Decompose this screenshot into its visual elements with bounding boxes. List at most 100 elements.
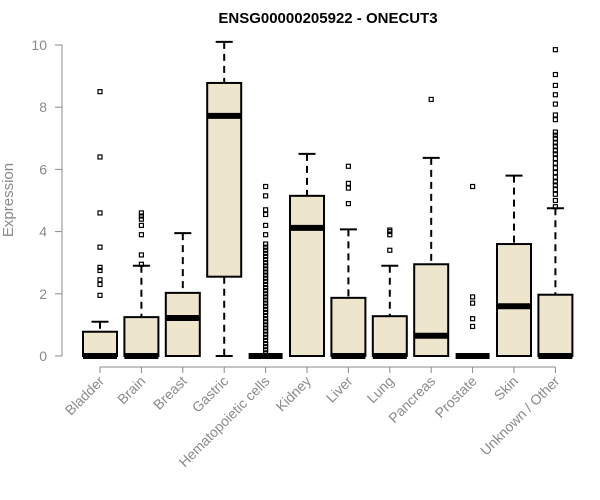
boxes-group bbox=[82, 40, 574, 359]
outlier-point bbox=[263, 281, 269, 288]
outlier-point bbox=[97, 277, 103, 283]
outlier-point bbox=[97, 154, 103, 160]
outlier-point bbox=[263, 319, 269, 325]
outlier-point bbox=[263, 328, 269, 334]
outlier-point bbox=[263, 232, 269, 238]
outlier-point bbox=[97, 292, 103, 298]
outlier-point bbox=[138, 252, 144, 258]
outlier-point bbox=[387, 232, 393, 238]
box-liver bbox=[330, 163, 367, 359]
y-tick-label: 10 bbox=[31, 37, 47, 53]
outlier-point bbox=[345, 180, 351, 186]
outlier-point bbox=[263, 193, 269, 199]
x-tick-label: Prostate bbox=[432, 373, 480, 421]
box-brain bbox=[123, 210, 160, 359]
outlier-point bbox=[552, 179, 559, 185]
outlier-point bbox=[263, 294, 269, 300]
box-lung bbox=[371, 227, 408, 359]
outlier-point bbox=[263, 334, 269, 340]
outlier-point bbox=[345, 201, 351, 207]
outlier-point bbox=[552, 132, 559, 138]
outlier-point bbox=[263, 247, 269, 253]
outlier-point bbox=[552, 151, 559, 157]
outlier-point bbox=[552, 204, 559, 210]
outlier-point bbox=[552, 197, 559, 204]
outlier-point bbox=[470, 316, 476, 322]
outlier-point bbox=[263, 207, 269, 213]
outlier-point bbox=[263, 263, 269, 269]
box-kidney bbox=[289, 152, 325, 357]
outlier-point bbox=[552, 140, 559, 146]
chart-title: ENSG00000205922 - ONECUT3 bbox=[218, 10, 437, 27]
x-tick-label: Breast bbox=[150, 373, 190, 413]
outlier-point bbox=[552, 82, 559, 89]
box-body bbox=[496, 243, 532, 357]
outlier-point bbox=[263, 303, 269, 309]
x-tick-label: Kidney bbox=[273, 373, 315, 415]
outlier-point bbox=[97, 281, 103, 288]
outlier-point bbox=[552, 117, 559, 123]
outlier-point bbox=[428, 96, 434, 103]
box-prostate bbox=[455, 183, 490, 359]
outlier-point bbox=[263, 347, 269, 353]
outlier-point bbox=[470, 183, 476, 190]
outlier-point bbox=[552, 165, 559, 171]
outlier-point bbox=[552, 160, 559, 166]
x-tick-label: Brain bbox=[114, 373, 148, 407]
x-tick-label: Lung bbox=[364, 373, 397, 406]
outlier-point bbox=[552, 47, 559, 53]
outlier-point bbox=[470, 294, 476, 300]
outlier-point bbox=[97, 89, 103, 95]
outlier-point bbox=[263, 325, 269, 331]
outlier-point bbox=[387, 227, 393, 233]
outlier-point bbox=[263, 297, 269, 303]
outlier-point bbox=[138, 213, 144, 219]
y-tick-label: 6 bbox=[39, 161, 47, 177]
box-body bbox=[82, 330, 118, 358]
outlier-point bbox=[263, 291, 269, 297]
box-body bbox=[413, 263, 450, 358]
outlier-point bbox=[263, 256, 269, 263]
outlier-point bbox=[263, 222, 269, 228]
box-pancreas bbox=[413, 96, 450, 358]
box-body bbox=[289, 194, 325, 357]
outlier-point bbox=[263, 337, 269, 344]
outlier-point bbox=[263, 241, 269, 247]
x-tick-label: Skin bbox=[491, 373, 522, 404]
x-tick-label: Unknown / Other bbox=[477, 373, 563, 459]
outlier-point bbox=[263, 316, 269, 322]
outlier-point bbox=[263, 306, 269, 312]
outlier-point bbox=[263, 266, 269, 272]
outlier-point bbox=[263, 272, 269, 278]
box-gastric bbox=[206, 40, 243, 357]
outlier-point bbox=[263, 244, 269, 250]
x-tick-label: Liver bbox=[323, 373, 356, 406]
outlier-point bbox=[263, 331, 269, 337]
outlier-point bbox=[552, 129, 559, 135]
outlier-point bbox=[97, 264, 103, 270]
outlier-point bbox=[97, 210, 103, 216]
outlier-point bbox=[138, 210, 144, 216]
y-axis-label: Expression bbox=[0, 163, 17, 237]
outlier-point bbox=[263, 250, 269, 256]
outlier-point bbox=[345, 185, 351, 191]
box-body bbox=[371, 315, 408, 357]
outlier-point bbox=[263, 309, 269, 316]
outlier-point bbox=[552, 148, 559, 154]
box-unknown-other bbox=[537, 47, 574, 359]
box-body bbox=[123, 316, 160, 357]
outlier-point bbox=[97, 267, 103, 274]
box-breast bbox=[164, 232, 201, 358]
outlier-point bbox=[552, 187, 559, 193]
outlier-point bbox=[263, 288, 269, 294]
outlier-point bbox=[552, 71, 559, 78]
outlier-point bbox=[552, 135, 559, 141]
outlier-point bbox=[263, 183, 269, 190]
box-body bbox=[206, 81, 243, 278]
outlier-point bbox=[552, 143, 559, 149]
box-body bbox=[330, 296, 367, 357]
outlier-point bbox=[552, 169, 559, 176]
outlier-point bbox=[552, 182, 559, 188]
